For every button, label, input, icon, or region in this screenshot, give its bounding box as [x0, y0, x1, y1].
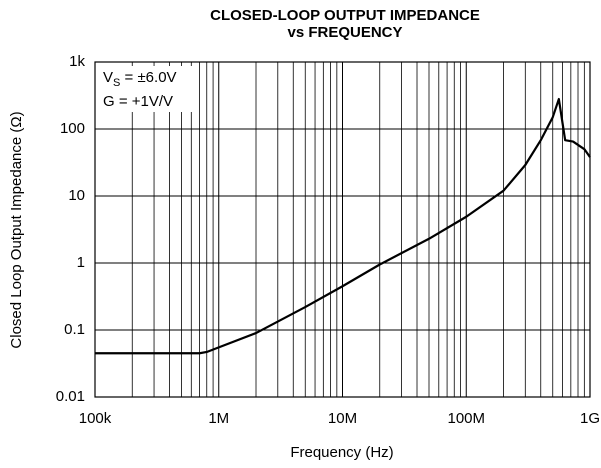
- chart-title: CLOSED-LOOP OUTPUT IMPEDANCE: [210, 7, 480, 24]
- y-axis-label: Closed Loop Output Impedance (Ω): [8, 111, 25, 348]
- annotation: VS = ±6.0V: [103, 69, 177, 89]
- annotation-box: [98, 66, 198, 112]
- annotation-subscript: S: [113, 77, 120, 89]
- annotation-text: G = +1V/V: [103, 93, 173, 110]
- y-tick-label: 1: [77, 254, 85, 271]
- y-tick-label: 1k: [69, 53, 85, 70]
- x-tick-label: 1G: [580, 410, 600, 427]
- x-tick-label: 1M: [208, 410, 229, 427]
- series-line: [95, 97, 591, 355]
- x-tick-label: 100M: [447, 410, 485, 427]
- chart-title: vs FREQUENCY: [287, 24, 402, 41]
- plot-frame: [94, 61, 591, 398]
- x-tick-label: 100k: [79, 410, 112, 427]
- x-tick-label: 10M: [328, 410, 357, 427]
- annotation-text: = ±6.0V: [120, 69, 176, 86]
- annotation: G = +1V/V: [103, 93, 173, 110]
- x-axis-label: Frequency (Hz): [290, 444, 393, 461]
- annotation-text: V: [103, 69, 113, 86]
- y-tick-label: 10: [68, 187, 85, 204]
- y-tick-label: 0.01: [56, 388, 85, 405]
- y-tick-label: 0.1: [64, 321, 85, 338]
- y-tick-label: 100: [60, 120, 85, 137]
